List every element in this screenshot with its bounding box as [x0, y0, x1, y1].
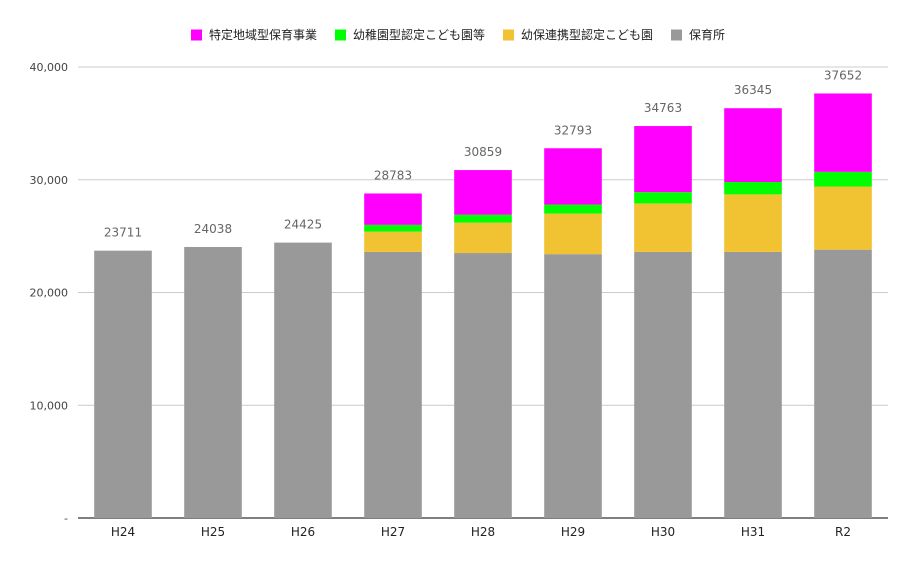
total-label: 37652: [824, 68, 862, 82]
bar-segment: [634, 126, 692, 193]
legend: 特定地域型保育事業 幼稚園型認定こども園等 幼保連携型認定こども園 保育所: [191, 27, 725, 42]
legend-swatch: [671, 29, 682, 41]
total-label: 30859: [464, 145, 502, 159]
x-tick-label: H31: [741, 525, 765, 539]
bar-segment: [544, 213, 602, 255]
labels: - 10,000 20,000 30,000 40,000 23711 H24 24038 H2…: [30, 61, 863, 539]
bar-segment: [454, 222, 512, 254]
x-tick-label: H30: [651, 525, 675, 539]
x-tick-label: H26: [291, 525, 315, 539]
y-tick-label: 40,000: [30, 61, 69, 74]
total-label: 34763: [644, 101, 682, 115]
x-tick-label: R2: [835, 525, 851, 539]
total-label: 24425: [284, 218, 322, 232]
bar-segment: [544, 254, 602, 519]
bar-segment: [364, 193, 422, 225]
y-tick-label: 30,000: [30, 174, 69, 187]
bar-segment: [274, 242, 332, 518]
x-tick-label: H28: [471, 525, 495, 539]
x-tick-label: H29: [561, 525, 585, 539]
bar-segment: [454, 170, 512, 215]
legend-label: 幼保連携型認定こども園: [521, 27, 653, 42]
total-label: 24038: [194, 222, 232, 236]
bar-segment: [814, 186, 872, 250]
y-tick-label: 10,000: [30, 399, 69, 412]
total-label: 36345: [734, 83, 772, 97]
bar-segment: [814, 93, 872, 172]
bar-segment: [454, 253, 512, 518]
legend-label: 幼稚園型認定こども園等: [353, 27, 485, 42]
bar-segment: [544, 148, 602, 205]
bar-segment: [724, 108, 782, 183]
bar-segment: [634, 251, 692, 518]
legend-label: 保育所: [689, 27, 725, 42]
bar-segment: [364, 231, 422, 252]
bar-segment: [724, 194, 782, 252]
bar-segment: [814, 171, 872, 187]
legend-swatch: [503, 29, 514, 41]
y-tick-label: -: [64, 512, 68, 525]
bar-segment: [454, 214, 512, 223]
total-label: 32793: [554, 123, 592, 137]
bar-segment: [544, 204, 602, 214]
bar-segment: [724, 251, 782, 518]
x-tick-label: H27: [381, 525, 405, 539]
bar-segment: [94, 250, 152, 518]
y-tick-label: 20,000: [30, 287, 69, 300]
total-label: 23711: [104, 226, 142, 240]
bar-segment: [634, 203, 692, 252]
bar-segment: [724, 182, 782, 195]
bar-segment: [634, 192, 692, 204]
x-tick-label: H24: [111, 525, 135, 539]
legend-swatch: [191, 29, 202, 41]
bar-segment: [184, 246, 242, 518]
x-tick-label: H25: [201, 525, 225, 539]
legend-swatch: [335, 29, 346, 41]
total-label: 28783: [374, 168, 412, 182]
bars: [94, 93, 872, 519]
bar-segment: [814, 249, 872, 518]
bar-segment: [364, 224, 422, 232]
legend-label: 特定地域型保育事業: [209, 27, 317, 42]
bar-segment: [364, 251, 422, 518]
